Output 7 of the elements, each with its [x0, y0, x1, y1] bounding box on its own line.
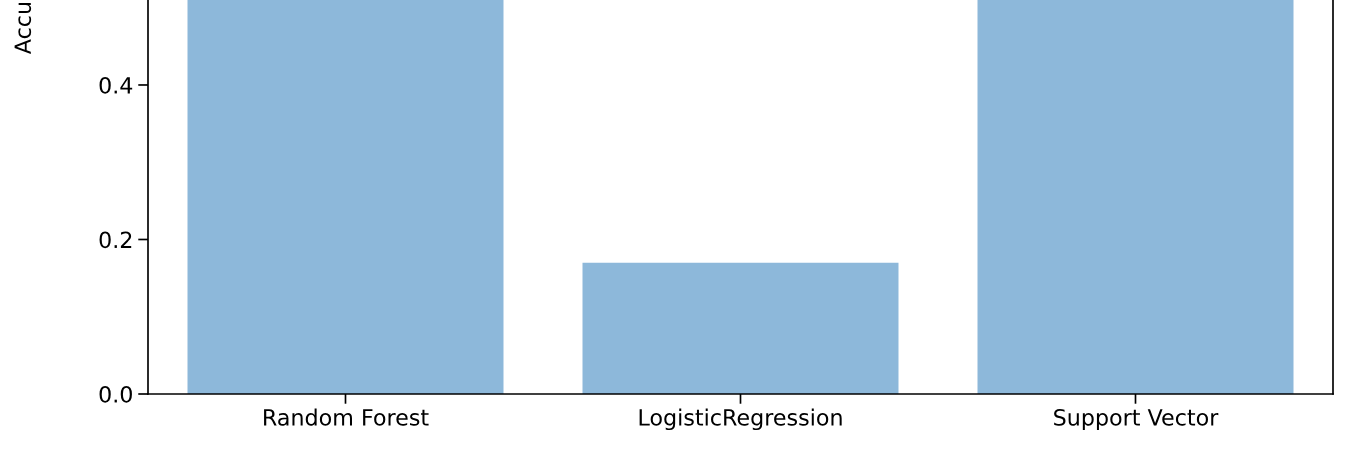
- y-tick-label: 0.4: [99, 76, 133, 94]
- x-tick-label: Support Vector: [1054, 408, 1219, 431]
- y-tick-label: 0.0: [99, 385, 132, 403]
- y-axis-title: Accu: [14, 2, 32, 55]
- y-tick-label: 0.2: [99, 231, 132, 249]
- x-tick-label: LogisticRegression: [639, 408, 842, 431]
- x-tick-label: Random Forest: [264, 408, 429, 426]
